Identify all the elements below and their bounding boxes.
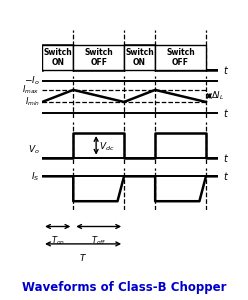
- Text: $t$: $t$: [223, 152, 229, 164]
- Text: Switch
ON: Switch ON: [125, 48, 154, 67]
- Text: Switch
ON: Switch ON: [43, 48, 72, 67]
- Text: Switch
OFF: Switch OFF: [84, 48, 113, 67]
- Text: $\Delta I_L$: $\Delta I_L$: [211, 90, 224, 102]
- Bar: [124, 45, 155, 70]
- Text: Waveforms of Class-B Chopper: Waveforms of Class-B Chopper: [22, 281, 226, 294]
- Text: $-I_o$: $-I_o$: [24, 74, 40, 87]
- Text: $I_{min}$: $I_{min}$: [25, 96, 40, 108]
- Text: $t$: $t$: [223, 170, 229, 182]
- Text: $t$: $t$: [223, 107, 229, 119]
- Text: $T$: $T$: [79, 252, 87, 263]
- Text: $T_{on}$: $T_{on}$: [51, 235, 65, 247]
- Bar: [73, 45, 124, 70]
- Text: $t$: $t$: [223, 64, 229, 76]
- Text: $V_o$: $V_o$: [28, 143, 40, 156]
- Text: Switch
OFF: Switch OFF: [166, 48, 195, 67]
- Bar: [155, 45, 206, 70]
- Text: $I_{max}$: $I_{max}$: [22, 84, 40, 96]
- Text: $T_{off}$: $T_{off}$: [91, 235, 106, 247]
- Bar: [42, 45, 73, 70]
- Text: $V_{dc}$: $V_{dc}$: [99, 140, 114, 153]
- Text: $I_S$: $I_S$: [31, 170, 40, 183]
